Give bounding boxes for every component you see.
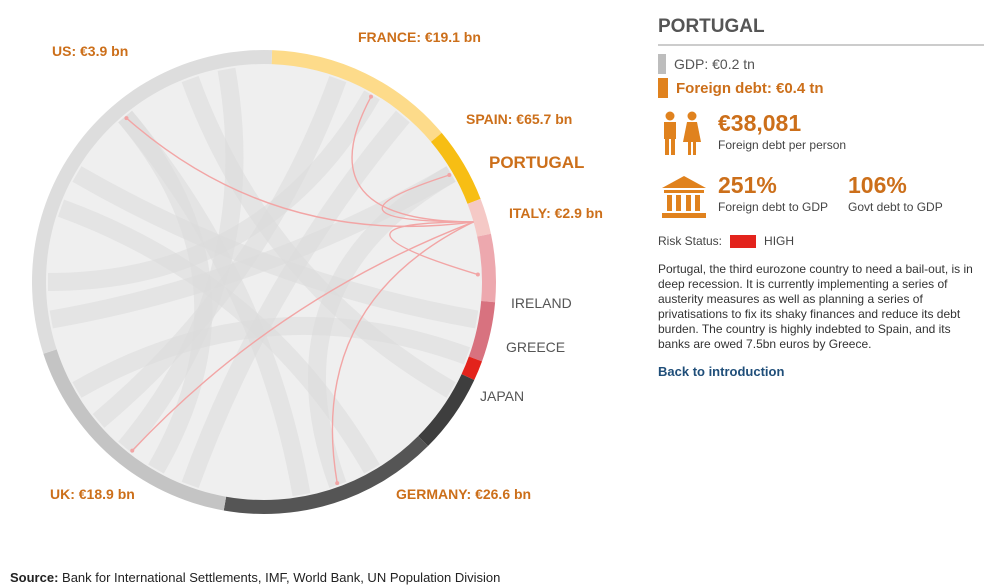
arc-spain[interactable] [430,132,481,204]
arc-portugal[interactable] [467,198,491,237]
per-person-block: €38,081 Foreign debt per person [718,110,846,152]
gdp-label: GDP: €0.2 tn [674,56,755,72]
debt-legend: Foreign debt: €0.4 tn [658,78,984,98]
arc-uk[interactable] [43,349,227,511]
govt-gdp-block: 106% Govt debt to GDP [848,172,943,214]
country-description: Portugal, the third eurozone country to … [658,262,973,351]
bank-icon [662,176,706,218]
govt-gdp-label: Govt debt to GDP [848,200,943,214]
link-end-spain [447,173,452,177]
arc-germany[interactable] [223,436,429,514]
country-arcs [31,50,496,514]
link-end-us [124,116,129,121]
country-labels: FRANCE: €19.1 bn SPAIN: €65.7 bn PORTUGAL I… [50,29,603,502]
link-end-uk [130,448,135,453]
debt-label: Foreign debt: €0.4 tn [676,79,824,97]
portugal-links [124,94,480,486]
link-end-france [369,94,373,99]
background-chord [47,90,380,291]
gdp-legend: GDP: €0.2 tn [658,54,984,74]
arc-ireland[interactable] [468,300,496,362]
background-chords [47,67,479,497]
background-chord [118,110,311,497]
arc-france[interactable] [271,50,442,142]
label-france[interactable]: FRANCE: €19.1 bn [358,29,481,45]
ratio-stats: 251% Foreign debt to GDP 106% Govt debt … [658,172,984,222]
label-greece[interactable]: GREECE [506,339,565,355]
debt-swatch [658,78,668,98]
country-detail-panel: PORTUGAL GDP: €0.2 tn Foreign debt: €0.4… [658,12,984,379]
gdp-swatch [658,54,666,74]
label-japan[interactable]: JAPAN [480,388,524,404]
label-portugal[interactable]: PORTUGAL [489,153,584,172]
arc-greece[interactable] [461,356,483,381]
background-chord [181,110,410,489]
label-uk[interactable]: UK: €18.9 bn [50,486,135,502]
per-person-label: Foreign debt per person [718,138,847,152]
link-end-germany [335,481,340,486]
risk-value: HIGH [764,234,795,248]
people-icon [664,111,701,155]
link-portugal-italy [389,221,479,276]
govt-gdp-value: 106% [848,172,907,198]
link-portugal-spain [381,174,474,223]
label-us[interactable]: US: €3.9 bn [52,43,128,59]
debt-gdp-value: 251% [718,172,777,198]
link-portugal-us [125,117,474,228]
label-germany[interactable]: GERMANY: €26.6 bn [396,486,531,502]
chord-background [42,60,486,504]
source-note: Source: Bank for International Settlemen… [10,570,500,585]
link-end-italy [475,272,480,277]
arc-japan[interactable] [418,374,475,447]
link-portugal-uk [131,221,474,452]
source-text: Bank for International Settlements, IMF,… [62,570,501,585]
link-portugal-france [351,96,474,223]
per-person-stat: €38,081 Foreign debt per person [658,110,984,160]
background-chord [72,316,471,398]
label-spain[interactable]: SPAIN: €65.7 bn [466,111,572,127]
label-italy[interactable]: ITALY: €2.9 bn [509,205,603,221]
per-person-value: €38,081 [718,110,802,136]
risk-label: Risk Status: [658,234,723,248]
link-portugal-germany [331,221,474,484]
back-to-introduction-link[interactable]: Back to introduction [658,364,785,379]
debt-gdp-block: 251% Foreign debt to GDP [718,172,848,214]
debt-chord-diagram: FRANCE: €19.1 bn SPAIN: €65.7 bn PORTUGAL I… [31,29,603,514]
country-title: PORTUGAL [658,12,984,46]
source-label: Source: [10,570,59,585]
risk-status: Risk Status: HIGH [658,234,984,248]
debt-gdp-label: Foreign debt to GDP [718,200,829,214]
arc-italy[interactable] [477,233,496,303]
risk-swatch [730,234,757,248]
label-ireland[interactable]: IRELAND [511,295,572,311]
background-chord [49,166,456,329]
